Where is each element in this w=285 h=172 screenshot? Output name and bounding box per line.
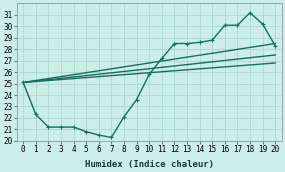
X-axis label: Humidex (Indice chaleur): Humidex (Indice chaleur) [85,159,214,169]
